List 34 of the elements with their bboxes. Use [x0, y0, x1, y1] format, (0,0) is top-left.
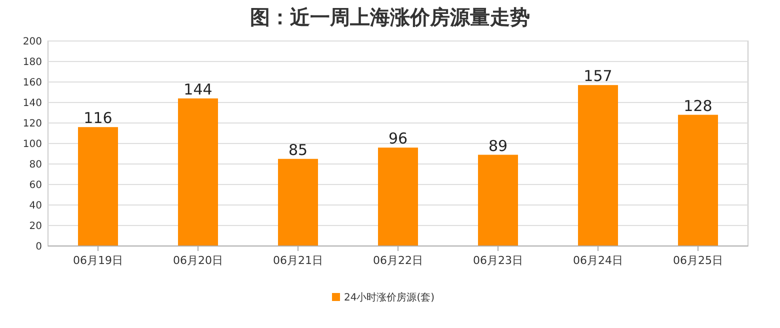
y-tick-label: 200 — [22, 36, 42, 48]
data-label: 128 — [684, 96, 712, 115]
x-tick-label: 06月24日 — [573, 254, 623, 267]
legend-label: 24小时涨价房源(套) — [344, 292, 435, 304]
y-tick-label: 40 — [29, 200, 42, 212]
bar — [278, 158, 318, 246]
bar — [178, 98, 218, 246]
x-tick-label: 06月21日 — [273, 254, 323, 267]
data-label: 157 — [584, 67, 612, 86]
y-tick-label: 160 — [22, 78, 42, 88]
y-tick-label: 180 — [22, 57, 42, 68]
bar — [678, 114, 718, 246]
chart-title: 图：近一周上海涨价房源量走势 — [250, 5, 530, 29]
bar — [578, 85, 618, 246]
x-tick-label: 06月20日 — [173, 254, 223, 267]
x-tick-label: 06月22日 — [373, 254, 423, 267]
data-label: 116 — [84, 109, 112, 128]
data-label: 89 — [488, 136, 508, 155]
x-tick-label: 06月23日 — [473, 254, 523, 267]
y-tick-label: 0 — [36, 242, 42, 252]
bar — [378, 148, 418, 246]
y-tick-label: 80 — [29, 160, 42, 170]
y-tick-label: 140 — [22, 98, 42, 109]
y-tick-label: 60 — [29, 180, 42, 191]
y-tick-label: 120 — [22, 118, 42, 130]
data-label: 85 — [288, 140, 308, 159]
bar — [478, 154, 518, 246]
x-tick-label: 06月19日 — [73, 254, 123, 267]
x-tick-label: 06月25日 — [673, 254, 723, 267]
y-tick-label: 20 — [29, 221, 42, 232]
bar — [78, 127, 118, 246]
y-tick-label: 100 — [22, 139, 42, 150]
data-label: 144 — [184, 80, 212, 98]
data-label: 96 — [388, 130, 408, 148]
